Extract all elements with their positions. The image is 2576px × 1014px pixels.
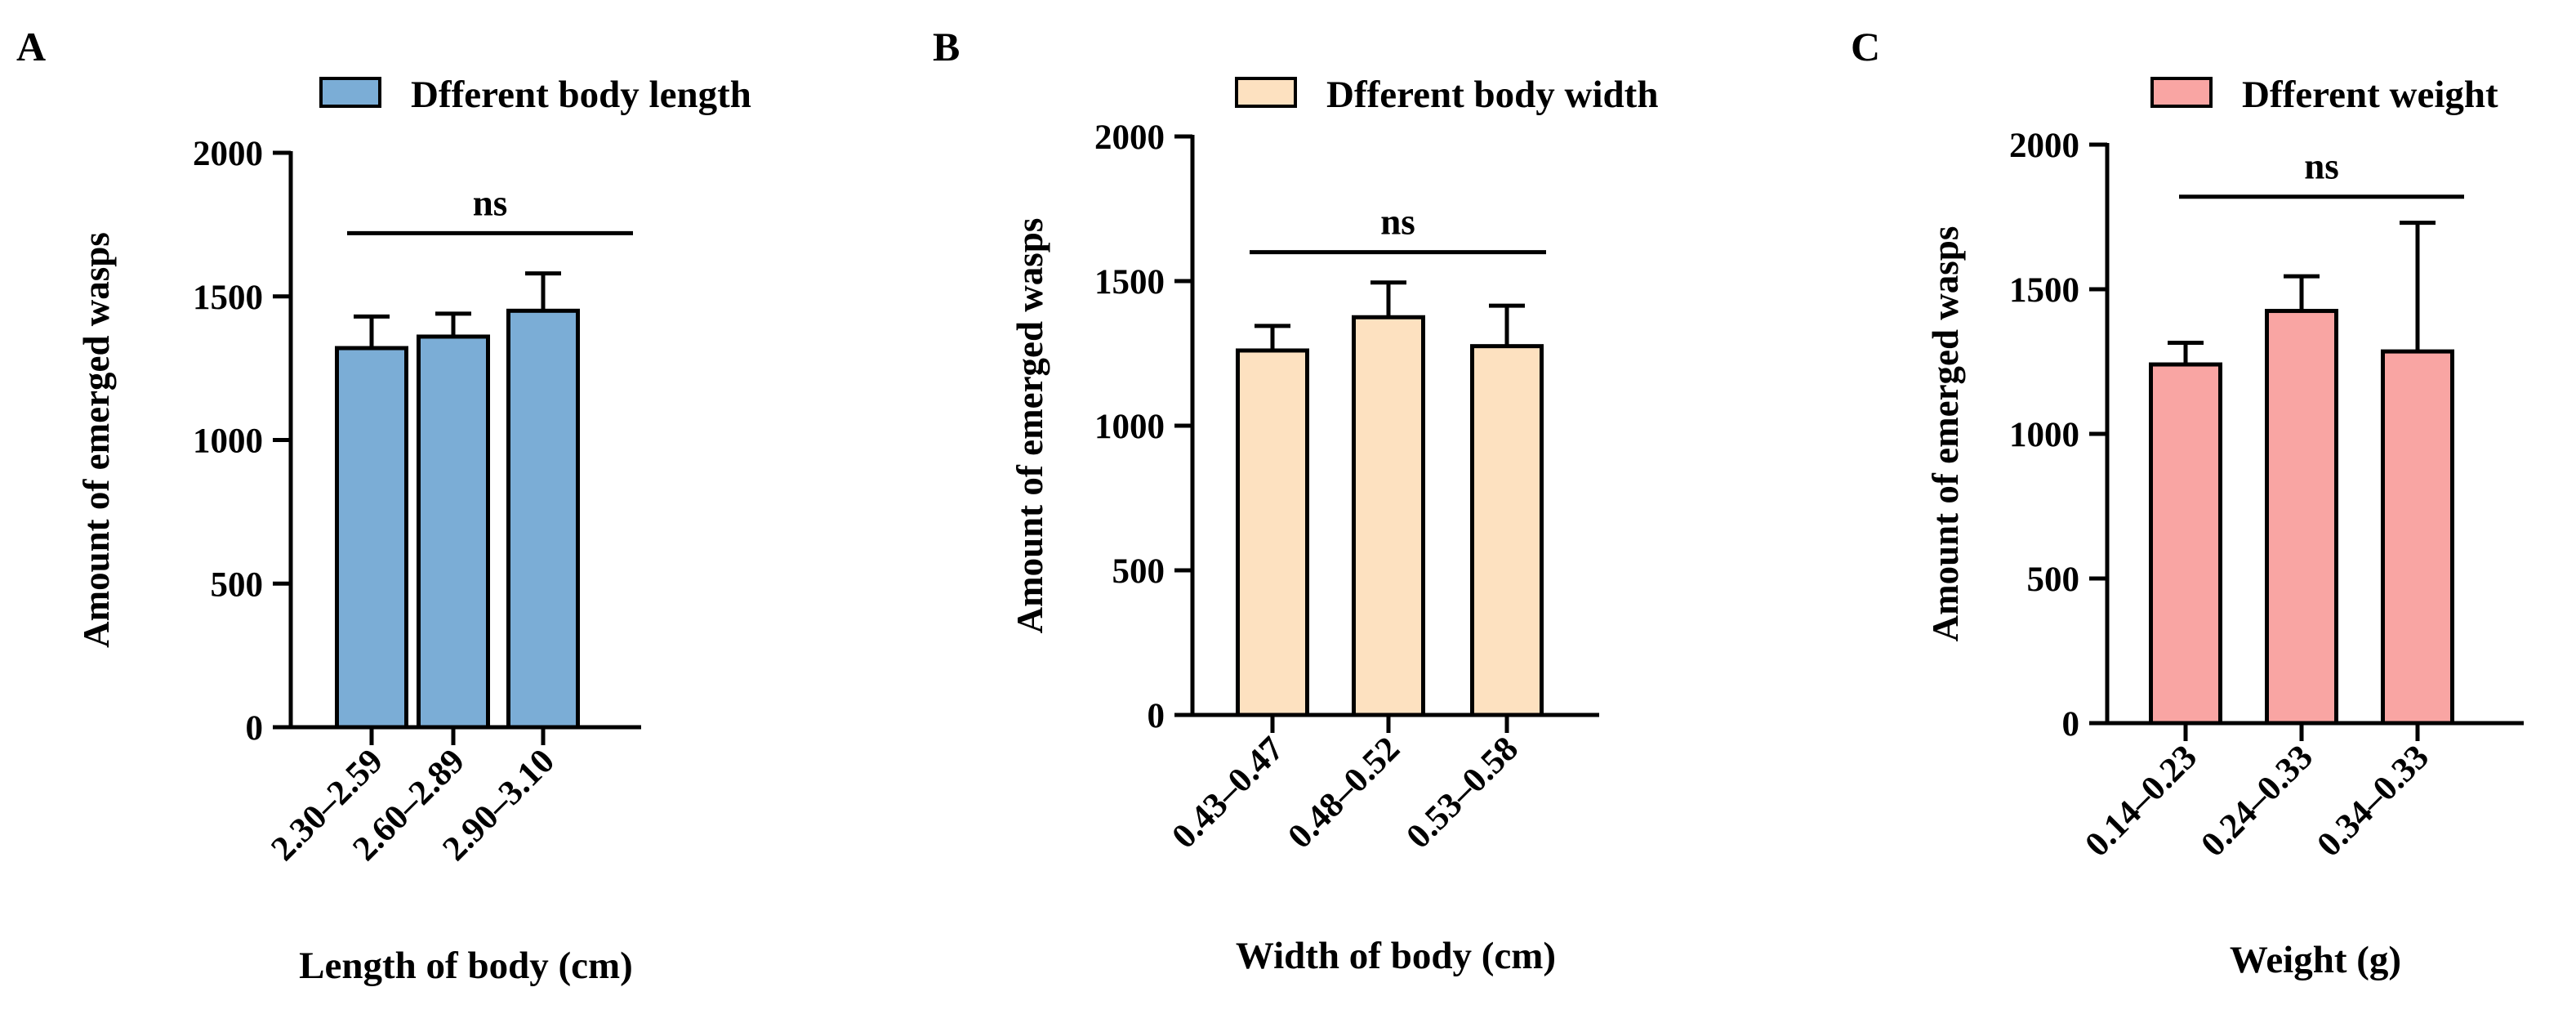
bar	[2381, 349, 2454, 726]
bar	[1352, 315, 1425, 717]
y-tick-label: 500	[1112, 552, 1165, 591]
legend-label: Dfferent body length	[411, 74, 751, 116]
y-tick-label: 1500	[2009, 271, 2079, 310]
panel-c: C Dfferent weight 0 500 1000 1500 2000 Amount o…	[1851, 24, 2524, 981]
legend-label: Dfferent body width	[1326, 74, 1658, 116]
y-tick-label: 1000	[2009, 416, 2079, 454]
y-tick-label: 0	[1148, 697, 1165, 735]
y-tick-label: 500	[211, 565, 264, 604]
y-tick-label: 0	[2062, 705, 2080, 744]
x-axis-title: Weight (g)	[2230, 939, 2401, 981]
legend-label: Dfferent weight	[2242, 74, 2498, 116]
y-tick-label: 1500	[1094, 263, 1165, 302]
y-axis-title: Amount of emerged wasps	[1925, 226, 1966, 642]
panel-label-c: C	[1851, 24, 1880, 69]
bar	[506, 308, 580, 730]
bar	[2149, 362, 2222, 726]
x-tick-label: 0.34–0.33	[2310, 738, 2436, 864]
y-tick-label: 2000	[1094, 118, 1165, 157]
x-axis-title: Width of body (cm)	[1236, 935, 1556, 977]
bar	[417, 334, 490, 730]
bar	[1236, 348, 1309, 717]
y-tick-label: 1500	[193, 279, 263, 317]
y-tick-label: 1000	[1094, 408, 1165, 446]
y-tick-label: 0	[246, 709, 264, 748]
x-tick-label: 0.14–0.23	[2078, 738, 2204, 864]
panel-label-b: B	[933, 24, 960, 69]
y-tick-label: 2000	[193, 135, 263, 173]
bar	[335, 346, 408, 730]
x-axis-title: Length of body (cm)	[299, 945, 633, 987]
significance-label: ns	[473, 182, 508, 223]
x-tick-label: 0.48–0.52	[1281, 730, 1407, 856]
legend-swatch	[319, 77, 381, 108]
y-tick-label: 500	[2027, 561, 2080, 599]
panel-label-a: A	[16, 24, 46, 69]
legend-swatch	[2150, 77, 2213, 108]
significance-label: ns	[2304, 146, 2339, 187]
y-axis-title: Amount of emerged wasps	[76, 232, 117, 648]
x-tick-label: 0.43–0.47	[1165, 730, 1291, 856]
panel-a: A Dfferent body length 0 500 1000 1500 2000 Amo…	[16, 24, 751, 987]
significance-label: ns	[1380, 202, 1415, 243]
y-axis-title: Amount of emerged wasps	[1009, 218, 1050, 634]
panel-b: B Dfferent body width 0 500 1000 1500 2000 Amou…	[933, 24, 1658, 977]
legend-swatch	[1235, 77, 1297, 108]
x-tick-label: 0.24–0.33	[2194, 738, 2320, 864]
bar	[1470, 344, 1544, 717]
y-tick-label: 1000	[193, 422, 263, 461]
x-tick-label: 0.53–0.58	[1399, 730, 1526, 856]
y-tick-label: 2000	[2009, 127, 2079, 165]
bar	[2265, 309, 2338, 726]
